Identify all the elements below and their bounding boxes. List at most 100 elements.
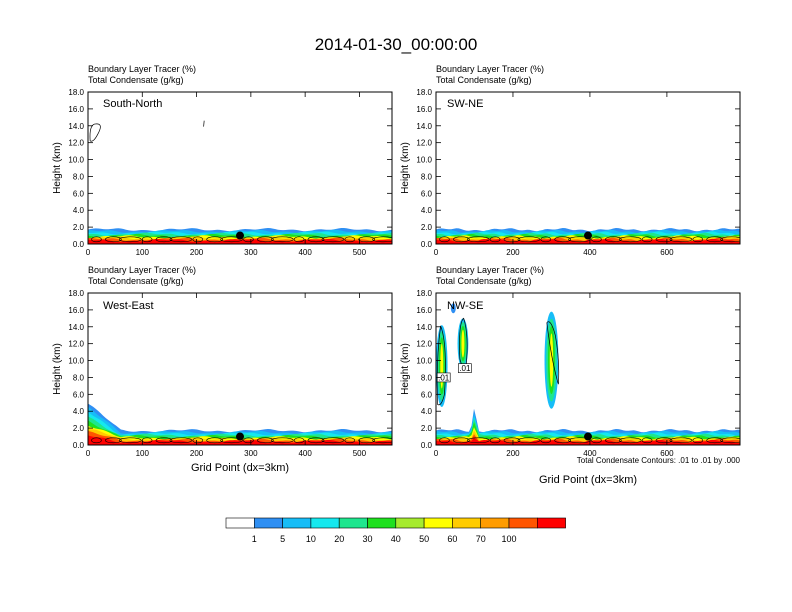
location-marker <box>584 432 592 441</box>
y-tick-label: 10.0 <box>416 357 432 366</box>
condensate-contour <box>540 437 552 444</box>
y-tick-label: 8.0 <box>73 172 85 181</box>
condensate-contour <box>321 236 345 243</box>
y-tick-label: 10.0 <box>416 156 432 165</box>
condensate-contour <box>466 236 490 243</box>
panel-label-line-2: Total Condensate (g/kg) <box>436 276 532 286</box>
y-tick-label: 0.0 <box>421 441 433 450</box>
condensate-contour <box>220 437 243 444</box>
y-tick-label: 0.0 <box>421 240 433 249</box>
plot-frame <box>87 91 393 245</box>
x-ticks: 0 200 400 600 <box>434 92 674 257</box>
y-tick-label: 6.0 <box>73 390 85 399</box>
x-tick-label: 600 <box>660 449 674 458</box>
condensate-contour <box>358 437 375 444</box>
plot-frame <box>435 292 741 446</box>
condensate-contour <box>618 437 642 444</box>
x-tick-label: 0 <box>86 248 91 257</box>
x-tick-label: 300 <box>244 248 258 257</box>
condensate-contour <box>257 236 274 243</box>
colorbar-swatch <box>452 517 481 529</box>
panel-label-line-1: Boundary Layer Tracer (%) <box>88 64 196 74</box>
condensate-contour <box>155 437 173 444</box>
contour-label-box <box>458 363 472 373</box>
condensate-contour <box>568 437 591 444</box>
y-tick-label: 4.0 <box>421 407 433 416</box>
condensate-contour <box>453 437 470 444</box>
condensate-contour <box>192 236 204 243</box>
y-ticks: 0.0 2.0 4.0 6.0 8.0 10.0 12.0 14.0 16.0 18.0 <box>68 289 392 450</box>
x-tick-label: 600 <box>660 248 674 257</box>
condensate-contour <box>605 236 622 243</box>
tracer-band <box>88 435 392 445</box>
condensate-contour <box>669 437 693 444</box>
condensate-contour <box>503 437 521 444</box>
colorbar-label: 70 <box>476 534 486 544</box>
y-tick-label: 18.0 <box>416 289 432 298</box>
y-tick-label: 14.0 <box>68 122 84 131</box>
x-tick-label: 100 <box>136 248 150 257</box>
condensate-contour <box>641 236 653 243</box>
condensate-contour <box>169 236 193 243</box>
panel-label-line-1: Boundary Layer Tracer (%) <box>88 265 196 275</box>
colorbar-swatch <box>395 517 425 529</box>
panel-sw-ne: Boundary Layer Tracer (%) Total Condensa… <box>400 64 741 257</box>
figure-title: 2014-01-30_00:00:00 <box>315 35 478 54</box>
colorbar-swatch <box>508 517 538 529</box>
condensate-contour <box>155 236 173 243</box>
y-tick-label: 14.0 <box>68 323 84 332</box>
y-tick-label: 12.0 <box>68 340 84 349</box>
panel-cross-section-label: South-North <box>103 98 162 110</box>
panel-contours <box>89 120 392 243</box>
condensate-contour <box>655 437 673 444</box>
panel-cross-section-label: NW-SE <box>447 300 483 312</box>
condensate-contour <box>568 236 591 243</box>
colorbar: 1 5 10 20 30 40 50 60 70 100 <box>225 517 566 544</box>
condensate-contour <box>720 236 740 243</box>
plot-frame <box>435 91 741 245</box>
y-tick-label: 4.0 <box>421 206 433 215</box>
condensate-contour <box>105 437 122 444</box>
colorbar-swatch <box>338 517 368 529</box>
condensate-contour <box>453 236 470 243</box>
location-marker <box>236 432 244 441</box>
x-tick-label: 400 <box>583 449 597 458</box>
condensate-contour <box>203 120 205 127</box>
colorbar-swatch <box>225 517 255 529</box>
condensate-contour <box>546 321 560 385</box>
x-tick-label: 300 <box>244 449 258 458</box>
y-tick-label: 8.0 <box>73 373 85 382</box>
condensate-contour <box>358 236 375 243</box>
condensate-contour <box>489 236 501 243</box>
colorbar-label: 30 <box>362 534 372 544</box>
condensate-contour <box>503 236 521 243</box>
contour-label: .01 <box>459 364 471 373</box>
condensate-contour <box>344 236 356 243</box>
condensate-contour <box>540 236 552 243</box>
y-tick-label: 6.0 <box>421 390 433 399</box>
panel-cross-section-label: West-East <box>103 300 154 312</box>
condensate-contour <box>692 236 704 243</box>
condensate-contour <box>270 236 294 243</box>
x-ticks: 0 100 200 300 400 500 <box>86 293 367 458</box>
colorbar-label: 5 <box>280 534 285 544</box>
x-axis-label: Grid Point (dx=3km) <box>191 462 289 474</box>
tracer-band <box>88 420 392 445</box>
condensate-contour <box>118 437 142 444</box>
y-tick-label: 2.0 <box>73 223 85 232</box>
y-tick-label: 0.0 <box>73 441 85 450</box>
y-tick-label: 6.0 <box>421 189 433 198</box>
condensate-contour <box>372 236 392 243</box>
y-ticks: 0.0 2.0 4.0 6.0 8.0 10.0 12.0 14.0 16.0 18.0 <box>416 289 740 450</box>
condensate-contour <box>307 236 325 243</box>
condensate-contour <box>220 236 243 243</box>
condensate-contour <box>706 437 723 444</box>
condensate-contour <box>91 236 102 243</box>
colorbar-swatch <box>310 517 340 529</box>
y-axis-label: Height (km) <box>400 142 411 194</box>
condensate-contour <box>489 437 501 444</box>
panel-west-east: Boundary Layer Tracer (%) Total Condensa… <box>52 265 393 474</box>
condensate-contour <box>257 437 274 444</box>
colorbar-label: 100 <box>501 534 516 544</box>
